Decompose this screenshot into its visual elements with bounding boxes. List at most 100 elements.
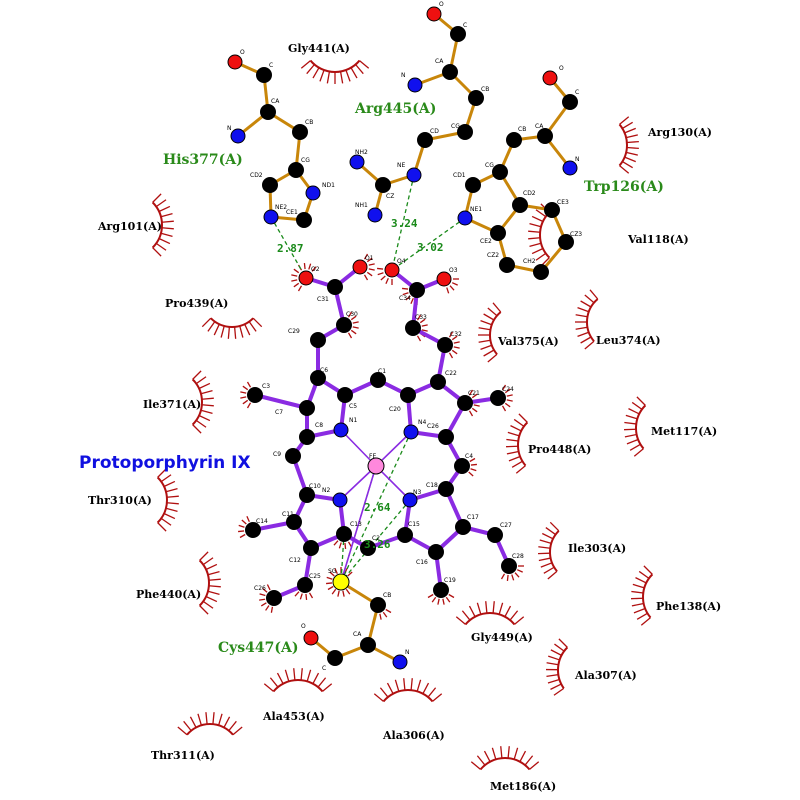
contact-mark [350,329,357,335]
atom-c [428,544,444,560]
contact-mark [291,274,298,277]
hydrophobic-residue-label-met117: Met117(A) [651,425,717,438]
hydrophobic-arc [156,468,179,532]
atom-c [327,650,343,666]
contact-mark [448,593,455,599]
atom-c [299,400,315,416]
hydrophobic-residue-label-val375: Val375(A) [497,335,559,348]
atom-label: C19 [444,577,456,584]
atom-label: O [439,1,444,8]
bonded-residue-label-arg445: Arg445(A) [354,101,436,117]
atom-c [457,395,473,411]
hydrophobic-arc [151,193,174,257]
atom-label: C14 [256,518,268,525]
atom-o [227,54,243,70]
hydrophobic-residue-label-met186: Met186(A) [490,780,556,793]
hydrophobic-arc [618,116,639,174]
contact-mark [514,572,520,578]
contact-mark [347,311,353,318]
atom-label: NE1 [470,206,482,213]
atom-label: C33 [415,314,427,321]
atom-n [392,654,408,670]
hydrophobic-residue-label-ala306: Ala306(A) [382,729,445,742]
atom-c [288,162,304,178]
contact-mark [311,266,317,272]
contact-mark [240,396,247,399]
atom-fe [367,457,385,475]
atom-label: N4 [418,419,426,426]
atom-label: NE [397,162,405,169]
atom-c [262,177,278,193]
contact-mark [299,593,303,600]
contact-mark [326,576,333,580]
hydrogen-bond-line [340,533,345,583]
contact-mark [421,324,428,327]
atom-c [562,94,578,110]
contact-mark [416,335,422,342]
atom-s [332,573,350,591]
hydrogen-bond-distance: 3.02 [417,241,444,254]
atom-label: N2 [322,487,330,494]
contact-mark [402,292,409,296]
contact-mark [266,584,271,591]
atom-label: C15 [408,521,420,528]
hydrophobic-residue-label-ile371: Ile371(A) [143,398,201,411]
contact-mark [308,592,314,599]
contact-mark [366,271,373,277]
contact-mark [347,332,353,339]
hydrogen-bond-line [391,217,466,271]
atom-c [454,458,470,474]
atom-label: CD [430,128,439,135]
contact-mark [379,613,382,620]
contact-mark [294,591,300,597]
contact-mark [297,285,303,292]
atom-c [544,202,560,218]
atom-label: NH1 [355,202,368,209]
hydrophobic-arc [631,565,654,626]
atom-label: CA [535,123,544,130]
atom-label: CD1 [453,172,466,179]
contact-mark [453,346,460,349]
contact-mark [333,540,339,546]
atom-label: C27 [500,522,512,529]
contact-mark [446,287,450,294]
atoms [227,6,578,670]
atom-label: N [401,72,406,79]
hydrophobic-residue-label-ala453: Ala453(A) [262,710,325,723]
hydrophobic-residue-label-pro448: Pro448(A) [528,443,591,456]
contact-mark [366,257,373,263]
hydrophobic-residue-label-pro439: Pro439(A) [165,297,228,310]
atom-c [336,526,352,542]
contact-mark [259,598,266,601]
atom-c [296,212,312,228]
contact-mark [451,335,458,341]
atom-c [370,372,386,388]
atom-label: FE [369,453,376,460]
atom-label: C17 [467,514,479,521]
atom-label: CB [481,86,489,93]
hydrophobic-arc [470,746,540,771]
contact-mark [363,253,369,260]
atom-n [333,422,349,438]
hydrogen-bond-distance: 2.64 [364,501,391,514]
hydrophobic-arc [373,678,443,703]
atom-n [305,185,321,201]
atom-label: C [463,22,467,29]
contact-mark [331,588,337,595]
hydrogen-bond-line [391,174,415,271]
contact-mark [352,326,359,329]
atom-label: CZ2 [487,252,499,259]
atom-c [450,26,466,42]
atom-label: C [575,89,579,96]
atom-c [417,132,433,148]
contact-mark [262,587,268,593]
atom-c [260,104,276,120]
atom-c [501,558,517,574]
contact-mark [246,381,252,388]
atom-labels: C1C5C6C7C8N1C9C3C29C30C31O1O2C20C22N4C26… [227,1,582,672]
atom-label: C [269,62,273,69]
hydrogen-bond-distance: 3.26 [364,538,391,551]
atom-c [360,637,376,653]
atom-label: C20 [389,406,401,413]
atom-label: C2 [372,535,380,542]
